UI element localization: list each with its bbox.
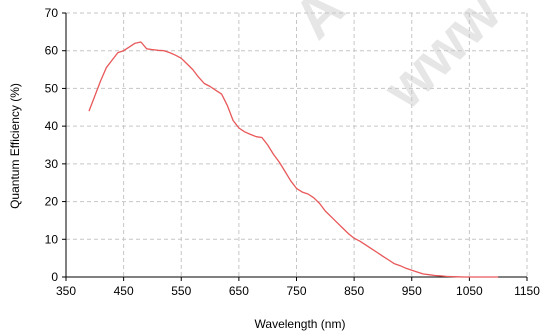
series-group bbox=[88, 41, 499, 278]
x-axis-title: Wavelength (nm) bbox=[255, 317, 346, 331]
y-tick-label: 70 bbox=[45, 6, 59, 20]
x-tick-label: 650 bbox=[229, 284, 249, 298]
x-tick-label: 1150 bbox=[514, 284, 540, 298]
tick-labels: 350 450 550 650 750 850 950 1050 1150 0 10 20 30 40 50… bbox=[45, 6, 541, 298]
x-tick-label: 350 bbox=[56, 284, 76, 298]
watermark-text-www: www bbox=[371, 0, 514, 122]
x-tick-label: 750 bbox=[286, 284, 306, 298]
x-tick-label: 550 bbox=[171, 284, 191, 298]
watermark-text-a: A bbox=[281, 0, 357, 51]
x-tick-label: 450 bbox=[114, 284, 134, 298]
y-tick-label: 10 bbox=[45, 232, 59, 246]
watermark: A www bbox=[281, 0, 513, 122]
y-tick-label: 50 bbox=[45, 81, 59, 95]
y-tick-label: 40 bbox=[45, 119, 59, 133]
x-tick-label: 950 bbox=[402, 284, 422, 298]
y-tick-label: 60 bbox=[45, 44, 59, 58]
y-tick-label: 20 bbox=[45, 195, 59, 209]
x-tick-label: 850 bbox=[344, 284, 364, 298]
y-tick-label: 0 bbox=[51, 270, 58, 284]
series-line bbox=[88, 41, 499, 278]
x-tick-label: 1050 bbox=[456, 284, 483, 298]
y-tick-label: 30 bbox=[45, 157, 59, 171]
grid-lines bbox=[66, 12, 528, 277]
y-axis-title: Quantum Efficiency (%) bbox=[8, 83, 22, 209]
